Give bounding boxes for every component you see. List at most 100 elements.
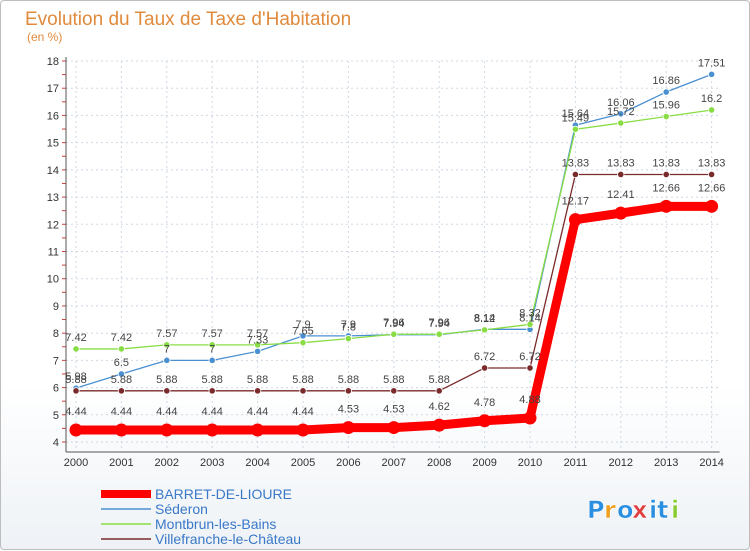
data-label: 16.86	[652, 75, 680, 87]
series-line	[75, 109, 713, 350]
x-tick-label: 2000	[64, 457, 88, 469]
data-point	[163, 387, 171, 395]
data-label: 5.88	[428, 374, 449, 386]
data-point	[163, 356, 171, 364]
x-tick-label: 2014	[699, 457, 723, 469]
data-label: 4.44	[292, 406, 313, 418]
data-point	[571, 170, 580, 179]
legend: BARRET-DE-LIOURESéderonMontbrun-les-Bain…	[101, 486, 301, 547]
x-tick-label: 2006	[336, 457, 360, 469]
data-point	[72, 345, 80, 353]
data-label: 15.64	[562, 108, 590, 120]
data-label: 4.44	[65, 406, 86, 418]
y-tick-label: 8	[53, 328, 59, 340]
data-point	[254, 341, 262, 349]
x-tick-label: 2003	[200, 457, 224, 469]
data-point	[254, 347, 262, 355]
data-label: 12.41	[607, 189, 635, 201]
data-point	[390, 330, 398, 338]
data-point	[344, 387, 352, 395]
data-point	[69, 423, 83, 437]
data-point	[208, 341, 216, 349]
data-label: 16.2	[701, 93, 722, 105]
x-tick-label: 2001	[109, 457, 133, 469]
y-tick-label: 13	[47, 192, 59, 204]
logo-letter: t	[657, 496, 668, 524]
y-tick-label: 5	[53, 410, 59, 422]
data-label: 7.65	[292, 326, 313, 338]
data-labels-layer: 4.44 4.44 4.44 4.44 4.44 4.44 4.53 4.53 4.62 4.78…	[65, 57, 725, 418]
y-tick-label: 6	[53, 383, 59, 395]
x-tick-label: 2005	[291, 457, 315, 469]
y-tick-label: 16	[47, 110, 59, 122]
y-tick-label: 12	[47, 219, 59, 231]
data-point	[299, 339, 307, 347]
data-point	[617, 170, 625, 179]
series-montbrun-les-bains	[72, 106, 716, 353]
data-label: 4.44	[156, 406, 177, 418]
logo-letter: r	[604, 496, 616, 524]
data-label: 15.72	[607, 106, 635, 118]
data-point	[659, 199, 673, 213]
legend-item: Villefranche-le-Château	[101, 531, 301, 547]
data-label: 5.88	[65, 374, 86, 386]
data-label: 7.96	[428, 317, 449, 329]
data-label: 7.9	[295, 319, 310, 331]
data-label: 7.57	[247, 328, 268, 340]
y-tick-label: 9	[53, 301, 59, 313]
series-layer	[69, 70, 719, 437]
data-label: 5.88	[247, 374, 268, 386]
data-point	[614, 206, 628, 220]
data-point	[205, 423, 219, 437]
y-tick-label: 11	[48, 247, 59, 259]
data-label: 7	[209, 343, 215, 355]
x-tick-label: 2007	[382, 457, 406, 469]
data-point	[480, 326, 489, 334]
data-point	[705, 199, 719, 213]
data-point	[662, 112, 670, 121]
data-label: 7	[164, 343, 170, 355]
data-point	[117, 345, 126, 353]
data-label: 7.33	[247, 334, 268, 346]
data-label: 12.66	[698, 182, 726, 194]
data-point	[341, 421, 355, 435]
logo-letter: P	[587, 496, 605, 524]
data-label: 7.94	[383, 318, 404, 330]
y-tick-label: 15	[47, 138, 59, 150]
legend-label: BARRET-DE-LIOURE	[155, 486, 292, 502]
data-point	[299, 332, 307, 340]
data-point	[617, 110, 625, 118]
series-barret-de-lioure	[69, 199, 719, 437]
legend-label: Séderon	[155, 501, 208, 517]
data-label: 15.96	[652, 100, 680, 112]
x-tick-label: 2004	[245, 457, 269, 469]
data-point	[344, 334, 352, 343]
data-point	[160, 423, 174, 437]
data-point	[390, 387, 398, 395]
data-point	[478, 414, 492, 428]
y-tick-label: 4	[53, 437, 59, 449]
x-tick-label: 2011	[564, 457, 588, 469]
data-label: 15.49	[562, 112, 590, 124]
logo-letter: i	[671, 496, 679, 524]
data-label: 8.32	[519, 307, 540, 319]
data-point	[251, 423, 265, 437]
data-label: 13.83	[652, 157, 680, 169]
data-point	[617, 119, 625, 127]
chart-title: Evolution du Taux de Taxe d'Habitation	[25, 9, 351, 30]
data-label: 13.83	[698, 157, 726, 169]
data-label: 4.88	[519, 394, 540, 406]
data-label: 16.06	[607, 97, 635, 109]
data-point	[208, 387, 216, 395]
logo-letter: o	[617, 496, 634, 524]
data-point	[117, 387, 126, 395]
data-label: 5.98	[65, 371, 86, 383]
data-point	[299, 387, 307, 395]
data-label: 17.51	[698, 57, 726, 69]
data-point	[571, 125, 580, 133]
data-point	[707, 106, 716, 114]
legend-label: Montbrun-les-Bains	[155, 516, 276, 532]
data-label: 5.88	[201, 374, 222, 386]
data-label: 4.53	[383, 404, 404, 416]
